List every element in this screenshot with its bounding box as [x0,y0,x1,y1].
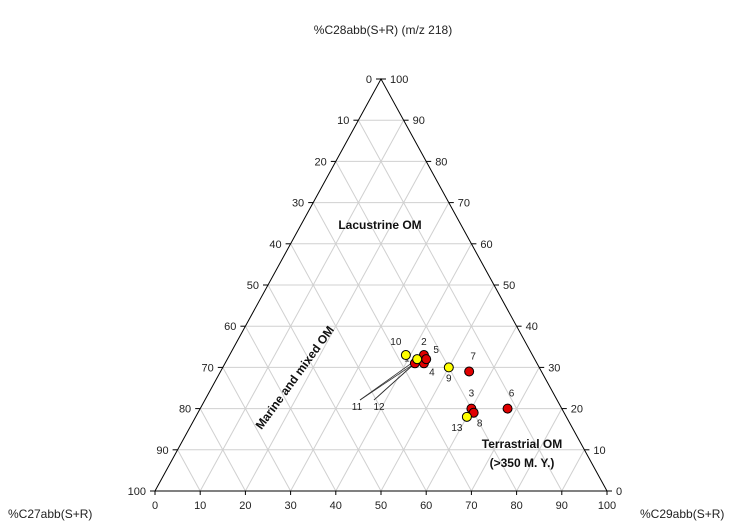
data-point-10 [400,350,411,361]
right-tick-label: 70 [458,198,470,210]
data-point-13 [461,411,472,422]
grid-line-c27 [267,284,382,492]
left-tick-label: 10 [337,115,349,127]
right-tick-label: 100 [390,74,408,86]
grid-line-c29 [199,119,405,492]
point-label-3: 3 [469,389,475,400]
bottom-tick-label: 70 [465,500,477,512]
right-tick-label: 0 [616,486,622,498]
left-tick-label: 100 [128,486,146,498]
grid-line-c27 [244,325,337,492]
point-label-13: 13 [451,423,463,434]
tick-marks: 0 0 0 10 10 10 20 20 20 30 30 30 40 40 40 50 50 50 60 60 60 7… [128,74,622,512]
data-point-5 [421,354,432,365]
region-lacustrine: Lacustrine OM [338,218,421,232]
data-point-11 [412,354,423,365]
left-tick-label: 80 [179,404,191,416]
grid-line-c29 [380,284,495,492]
leader-line [359,358,418,401]
point-label-9: 9 [446,373,452,384]
grid-line-c29 [470,367,540,492]
grid-line-c29 [290,202,450,492]
region-terrestrial-age: (>350 M. Y.) [490,456,555,470]
grid-line-c27 [312,202,472,492]
left-tick-label: 50 [247,280,259,292]
bottom-tick-label: 90 [556,500,568,512]
grid-lines [177,119,585,492]
grid-line-c27 [357,119,563,492]
bottom-tick-label: 80 [510,500,522,512]
point-label-8: 8 [477,419,483,430]
point-label-7: 7 [470,352,476,363]
point-label-2: 2 [421,337,427,348]
bottom-tick-label: 0 [152,500,158,512]
bottom-tick-label: 30 [284,500,296,512]
data-point-6 [502,403,513,414]
bottom-tick-label: 60 [420,500,432,512]
left-tick-label: 60 [224,321,236,333]
left-tick-label: 90 [156,445,168,457]
left-tick-label: 70 [202,362,214,374]
point-label-12: 12 [373,402,385,413]
point-label-6: 6 [509,389,515,400]
right-tick-label: 90 [413,115,425,127]
left-axis-title: %C27abb(S+R) [8,507,92,521]
right-tick-label: 50 [503,280,515,292]
data-point-7 [464,366,475,377]
point-label-5: 5 [433,345,439,356]
point-label-10: 10 [390,337,402,348]
bottom-tick-label: 40 [330,500,342,512]
grid-line-c27 [222,367,292,492]
left-tick-label: 0 [366,74,372,86]
grid-line-c27 [177,449,201,492]
grid-line-c29 [516,408,563,492]
top-axis-title: %C28abb(S+R) (m/z 218) [314,23,452,37]
right-tick-label: 30 [548,362,560,374]
region-terrestrial: Terrastrial OM [482,437,562,451]
right-tick-label: 10 [593,445,605,457]
left-tick-label: 30 [292,198,304,210]
right-tick-label: 60 [480,239,492,251]
data-point-9 [443,362,454,373]
right-tick-label: 80 [435,156,447,168]
data-points: 1245736810913 [390,337,514,434]
grid-line-c29 [561,449,585,492]
right-axis-title: %C29abb(S+R) [640,507,724,521]
left-tick-label: 20 [315,156,327,168]
right-tick-label: 20 [571,404,583,416]
grid-line-c27 [199,408,246,492]
point-label-11: 11 [352,402,363,413]
right-tick-label: 40 [526,321,538,333]
point-label-4: 4 [429,367,435,378]
bottom-tick-label: 50 [375,500,387,512]
bottom-tick-label: 20 [239,500,251,512]
bottom-tick-label: 100 [598,500,616,512]
left-tick-label: 40 [269,239,281,251]
bottom-tick-label: 10 [194,500,206,512]
